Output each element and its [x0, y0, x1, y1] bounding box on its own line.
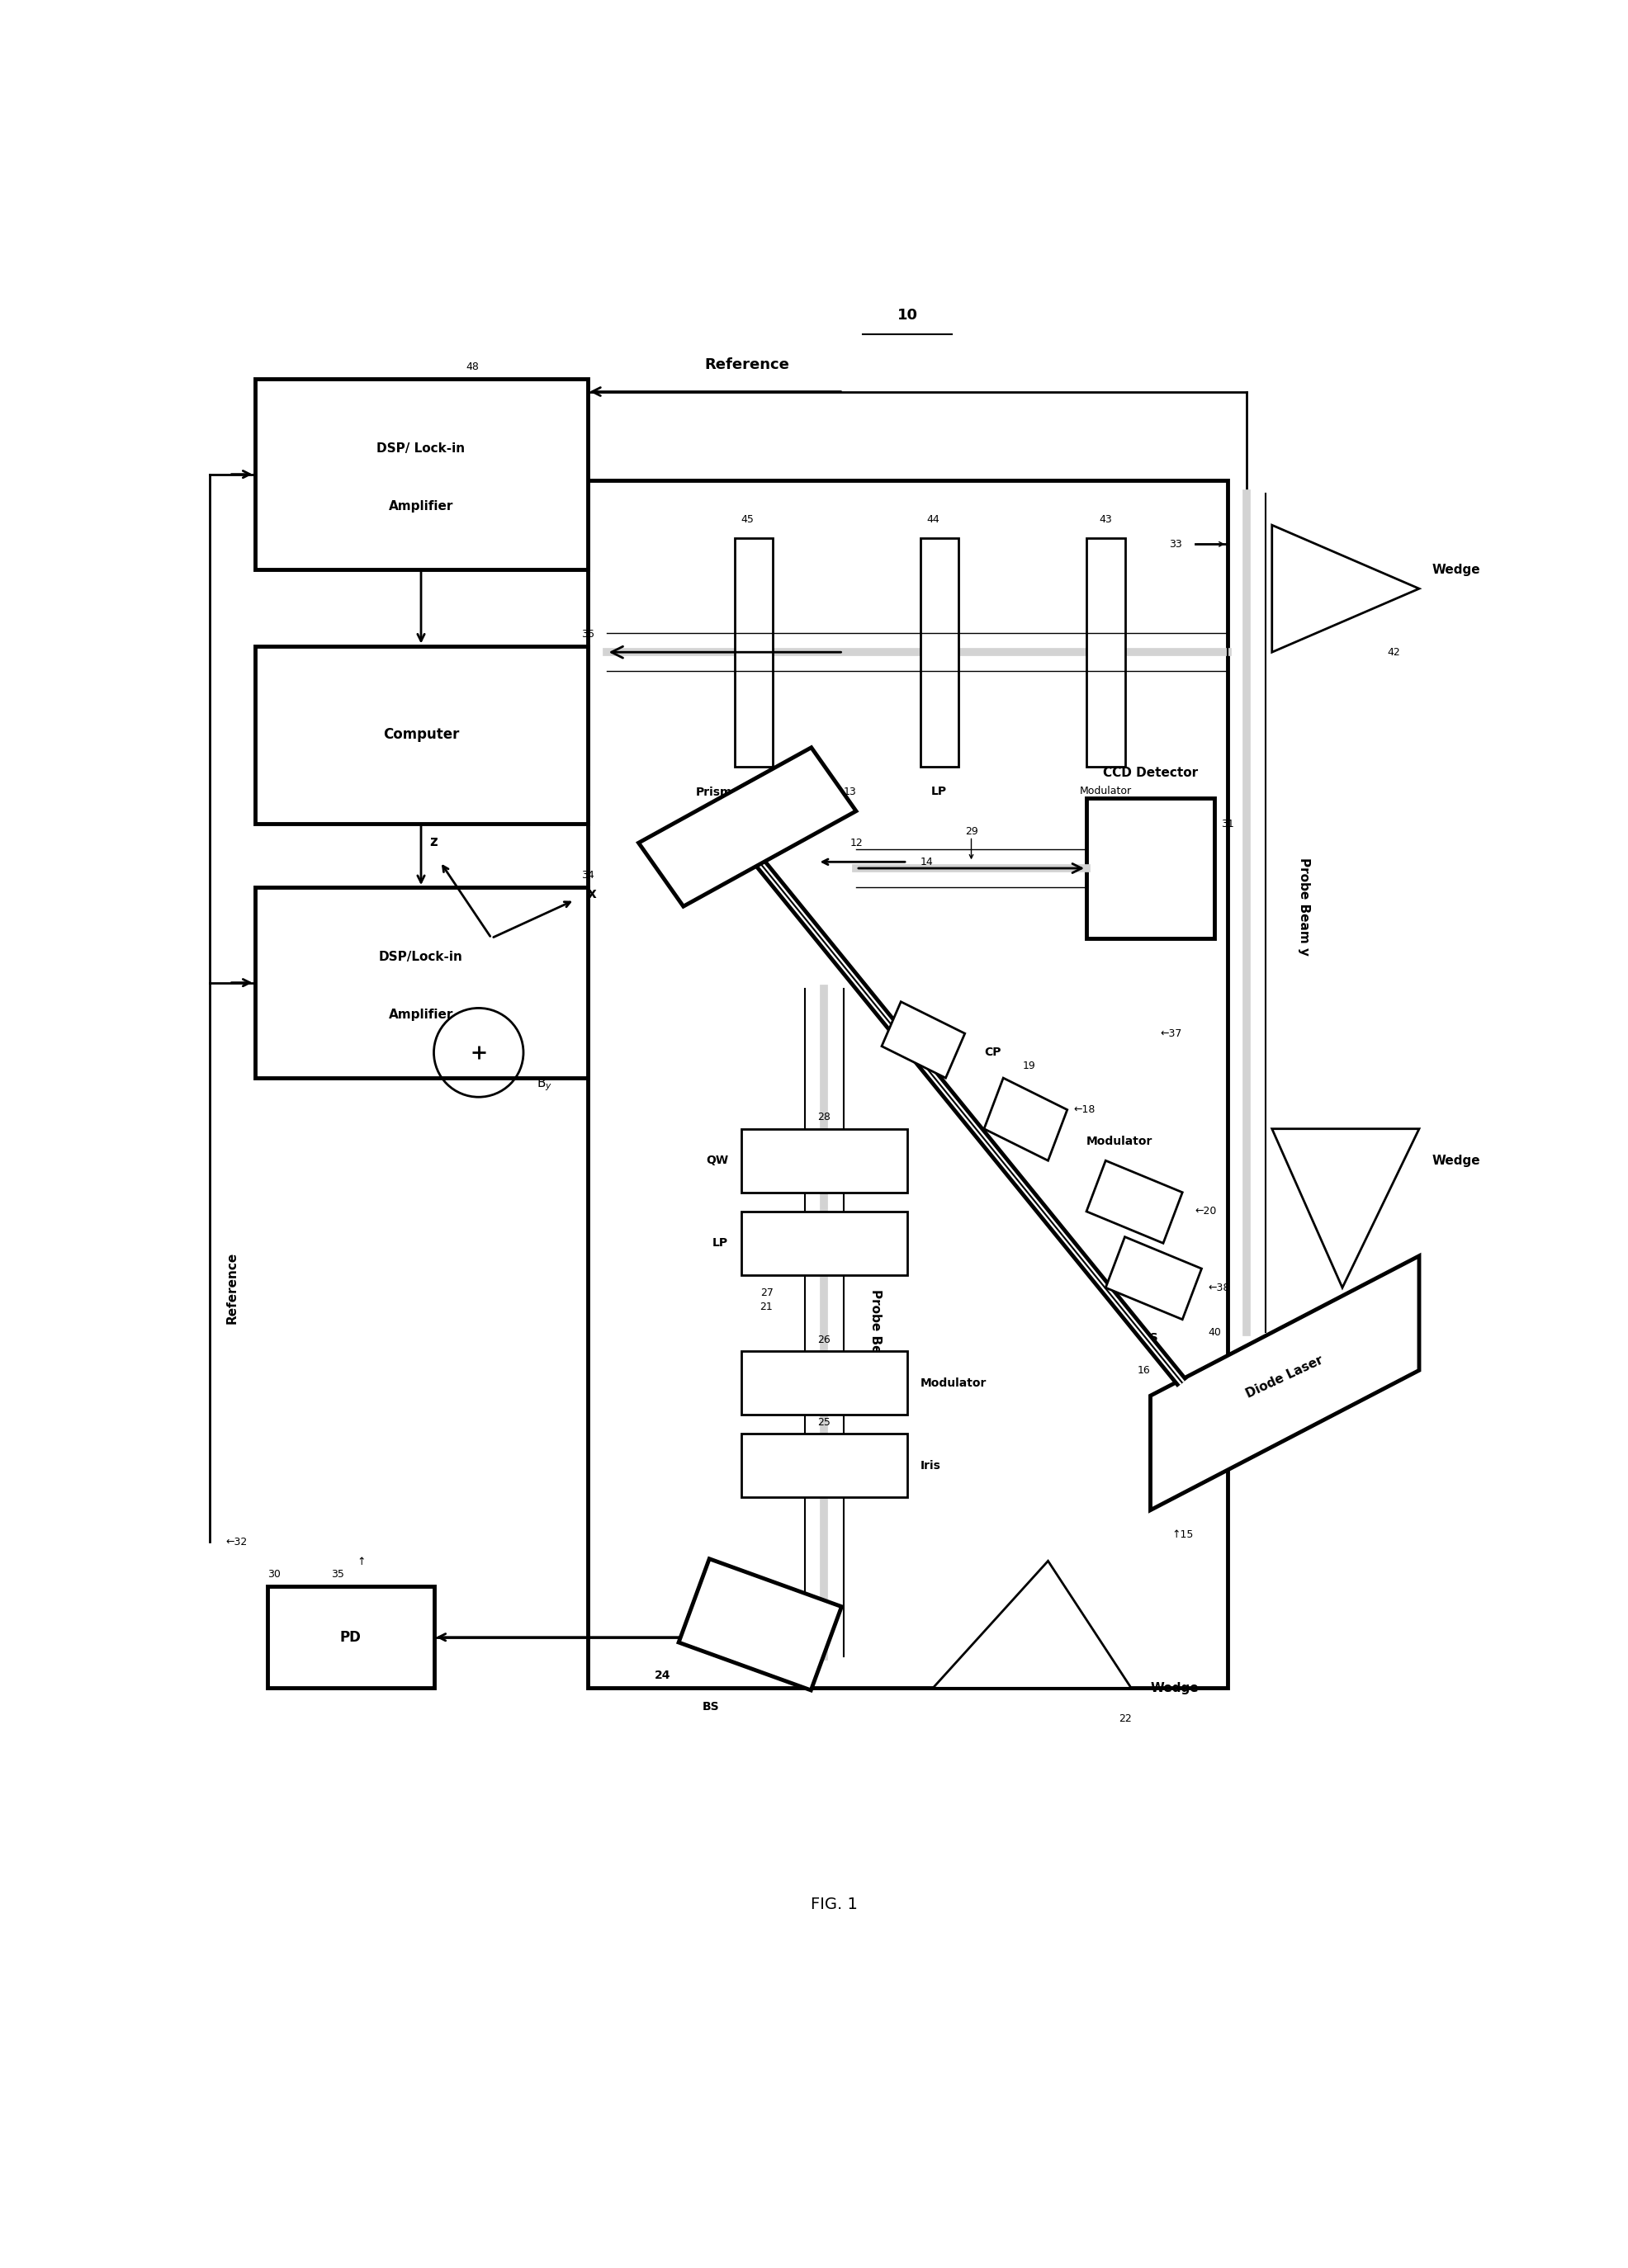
Text: z: z	[430, 835, 438, 848]
Text: Probe Beam x: Probe Beam x	[869, 1290, 881, 1388]
Text: Prism: Prism	[697, 787, 733, 798]
Text: Modulator: Modulator	[1079, 785, 1131, 796]
Text: Rb Cell: Rb Cell	[785, 792, 838, 805]
Polygon shape	[1105, 1236, 1201, 1320]
Text: 34: 34	[581, 871, 594, 880]
Bar	[254, 379, 588, 569]
Text: LP: LP	[931, 785, 947, 796]
Text: Reference: Reference	[705, 358, 790, 372]
Text: 33: 33	[1169, 540, 1182, 549]
Bar	[741, 1352, 907, 1415]
Text: BS: BS	[1141, 1331, 1159, 1343]
Text: 48: 48	[466, 363, 479, 372]
Text: ↑15: ↑15	[1172, 1529, 1193, 1540]
Text: Modulator: Modulator	[1086, 1136, 1153, 1148]
Text: 26: 26	[817, 1334, 830, 1345]
Text: 36: 36	[581, 628, 594, 640]
Text: BS: BS	[703, 1701, 720, 1712]
Text: ←37: ←37	[1161, 1027, 1182, 1039]
Bar	[741, 1433, 907, 1497]
Text: Modulator: Modulator	[920, 1377, 987, 1388]
Text: 35: 35	[332, 1569, 345, 1581]
Text: 27: 27	[760, 1288, 773, 1297]
Text: 22: 22	[1118, 1715, 1131, 1724]
Text: 21: 21	[760, 1302, 773, 1313]
Text: DSP/ Lock-in: DSP/ Lock-in	[376, 442, 466, 456]
Text: ←18: ←18	[1073, 1105, 1096, 1116]
Text: Diode Laser: Diode Laser	[1244, 1354, 1325, 1399]
Polygon shape	[1271, 526, 1420, 653]
Text: 12: 12	[850, 837, 863, 848]
Text: x: x	[588, 887, 596, 900]
Text: 23: 23	[798, 1651, 811, 1662]
Text: 42: 42	[1387, 646, 1400, 658]
Text: 28: 28	[817, 1111, 830, 1123]
Text: 29: 29	[965, 826, 978, 837]
Bar	[588, 481, 1228, 1687]
Bar	[267, 1585, 433, 1687]
Bar	[254, 646, 588, 823]
Text: PD: PD	[340, 1631, 361, 1644]
Text: 40: 40	[1208, 1327, 1221, 1338]
Text: 13: 13	[843, 787, 856, 798]
Text: CCD Detector: CCD Detector	[1102, 767, 1198, 780]
Polygon shape	[638, 748, 856, 907]
Text: 30: 30	[267, 1569, 280, 1581]
Polygon shape	[983, 1077, 1068, 1161]
Bar	[734, 538, 773, 767]
Bar	[254, 887, 588, 1077]
Text: 25: 25	[817, 1418, 830, 1427]
Text: 43: 43	[1099, 515, 1112, 526]
Text: Reference: Reference	[226, 1252, 238, 1325]
Text: Wedge: Wedge	[1433, 1154, 1480, 1166]
Text: Amplifier: Amplifier	[389, 1009, 453, 1021]
Bar	[741, 1211, 907, 1275]
Text: 14: 14	[920, 857, 933, 866]
Polygon shape	[933, 1560, 1131, 1687]
Text: Wedge: Wedge	[1433, 562, 1480, 576]
Text: LP: LP	[713, 1238, 728, 1250]
Text: BS: BS	[1123, 1256, 1140, 1268]
Text: 44: 44	[926, 515, 939, 526]
Bar	[679, 1558, 842, 1690]
Text: Iris: Iris	[920, 1461, 941, 1472]
Text: 19: 19	[1022, 1061, 1035, 1070]
Bar	[920, 538, 959, 767]
Text: Amplifier: Amplifier	[389, 499, 453, 513]
Text: ←32: ←32	[226, 1535, 247, 1547]
Bar	[1086, 798, 1214, 939]
Text: ←38: ←38	[1208, 1281, 1229, 1293]
Text: ←20: ←20	[1195, 1207, 1218, 1218]
Text: Wedge: Wedge	[1151, 1683, 1198, 1694]
Text: FIG. 1: FIG. 1	[811, 1896, 858, 1912]
Text: QW: QW	[742, 785, 765, 796]
Text: 24: 24	[654, 1669, 671, 1681]
Bar	[1086, 538, 1125, 767]
Polygon shape	[882, 1002, 965, 1077]
Text: DSP/Lock-in: DSP/Lock-in	[379, 950, 462, 964]
Text: ↑: ↑	[357, 1556, 366, 1567]
Polygon shape	[1271, 1129, 1420, 1288]
Text: 10: 10	[897, 308, 918, 322]
Bar	[741, 1129, 907, 1193]
Polygon shape	[1086, 1161, 1182, 1243]
Text: B$_y$: B$_y$	[536, 1075, 552, 1093]
Text: CP: CP	[983, 1048, 1001, 1059]
Text: 45: 45	[741, 515, 754, 526]
Text: 31: 31	[1221, 819, 1234, 830]
Text: Computer: Computer	[383, 728, 459, 742]
Text: QW: QW	[707, 1154, 728, 1166]
Text: 16: 16	[1138, 1365, 1151, 1377]
Text: Probe Beam y: Probe Beam y	[1298, 857, 1311, 955]
Polygon shape	[1151, 1256, 1420, 1510]
